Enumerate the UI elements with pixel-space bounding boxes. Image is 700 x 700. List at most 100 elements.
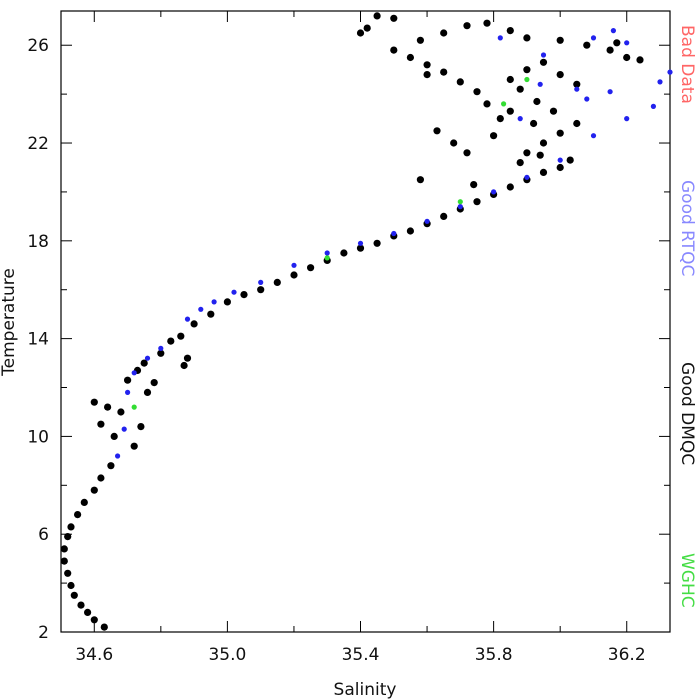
- point-good-dmqc: [473, 198, 481, 206]
- point-good-rtqc: [158, 345, 164, 351]
- point-good-dmqc: [456, 78, 464, 86]
- point-good-dmqc: [490, 132, 498, 140]
- y-tick-label: 18: [27, 232, 49, 252]
- point-good-dmqc: [240, 291, 248, 299]
- point-good-dmqc: [433, 127, 441, 135]
- point-good-dmqc: [257, 286, 265, 294]
- point-good-dmqc: [130, 442, 138, 450]
- point-good-dmqc: [90, 616, 98, 624]
- legend-bad-data: Bad Data: [677, 25, 697, 104]
- point-good-dmqc: [406, 53, 414, 62]
- point-good-dmqc: [390, 46, 398, 54]
- point-good-dmqc: [363, 24, 371, 32]
- point-good-dmqc: [573, 119, 581, 128]
- point-good-dmqc: [556, 129, 564, 137]
- point-good-dmqc: [423, 71, 431, 79]
- point-good-rtqc: [657, 79, 663, 85]
- point-good-dmqc: [556, 163, 564, 172]
- point-good-rtqc: [574, 86, 580, 92]
- point-good-rtqc: [231, 289, 237, 295]
- point-good-dmqc: [373, 12, 381, 20]
- point-good-dmqc: [530, 119, 538, 128]
- y-axis-title: Temperature: [0, 268, 19, 377]
- point-good-dmqc: [516, 85, 524, 93]
- point-good-rtqc: [121, 426, 127, 432]
- point-good-dmqc: [290, 271, 298, 279]
- point-good-dmqc: [110, 432, 118, 440]
- axis-ticks: [61, 11, 670, 633]
- point-good-rtqc: [391, 230, 397, 237]
- point-good-rtqc: [540, 52, 547, 58]
- point-good-dmqc: [506, 107, 514, 115]
- point-wghc: [324, 255, 330, 261]
- point-good-rtqc: [524, 174, 530, 180]
- point-good-rtqc: [607, 89, 613, 95]
- point-wghc: [524, 76, 530, 83]
- point-good-rtqc: [557, 157, 563, 163]
- x-tick-label: 36.2: [608, 645, 646, 665]
- point-good-rtqc: [584, 96, 590, 102]
- point-good-dmqc: [533, 97, 541, 106]
- point-good-dmqc: [523, 34, 531, 42]
- point-good-dmqc: [539, 168, 548, 176]
- point-good-dmqc: [416, 176, 424, 184]
- point-good-dmqc: [150, 379, 158, 387]
- point-good-dmqc: [80, 498, 88, 506]
- point-good-rtqc: [610, 28, 617, 34]
- point-good-rtqc: [184, 316, 191, 322]
- point-good-dmqc: [556, 71, 564, 79]
- point-good-rtqc: [590, 133, 597, 139]
- point-good-rtqc: [291, 262, 297, 268]
- point-good-rtqc: [497, 35, 503, 41]
- point-good-dmqc: [104, 403, 112, 411]
- point-wghc: [501, 101, 507, 107]
- point-good-dmqc: [167, 337, 175, 345]
- point-good-rtqc: [144, 355, 151, 361]
- point-good-dmqc: [583, 41, 591, 49]
- point-good-dmqc: [273, 278, 281, 286]
- point-good-dmqc: [483, 100, 491, 108]
- x-tick-label: 35.8: [475, 645, 513, 665]
- y-tick-label: 2: [38, 623, 49, 643]
- point-good-dmqc: [356, 244, 365, 252]
- point-good-rtqc: [125, 389, 131, 395]
- point-good-rtqc: [258, 279, 264, 285]
- point-good-rtqc: [131, 370, 137, 376]
- point-good-dmqc: [67, 581, 75, 590]
- point-good-dmqc: [636, 56, 644, 64]
- point-good-dmqc: [137, 423, 145, 431]
- point-good-dmqc: [450, 139, 458, 147]
- point-good-rtqc: [324, 250, 330, 256]
- point-good-dmqc: [463, 149, 471, 157]
- point-good-rtqc: [537, 81, 543, 87]
- point-good-rtqc: [457, 204, 463, 210]
- point-good-dmqc: [190, 320, 198, 328]
- point-good-dmqc: [566, 156, 574, 164]
- point-good-dmqc: [90, 486, 98, 494]
- point-good-dmqc: [223, 298, 231, 306]
- point-good-dmqc: [440, 68, 448, 76]
- point-good-dmqc: [90, 398, 98, 406]
- point-good-dmqc: [177, 332, 185, 340]
- point-good-rtqc: [424, 218, 430, 224]
- point-good-dmqc: [623, 53, 631, 62]
- x-tick-labels: 34.6 35.0 35.4 35.8 36.2: [75, 645, 645, 665]
- point-good-rtqc: [624, 40, 630, 46]
- y-tick-label: 6: [38, 525, 49, 545]
- point-good-dmqc: [606, 46, 614, 54]
- point-good-dmqc: [100, 623, 108, 631]
- point-good-dmqc: [64, 569, 72, 577]
- point-good-dmqc: [556, 36, 564, 44]
- point-good-dmqc: [440, 212, 448, 220]
- point-good-rtqc: [211, 299, 217, 305]
- point-good-dmqc: [74, 510, 82, 519]
- x-tick-label: 35.0: [208, 645, 246, 665]
- point-good-dmqc: [60, 545, 68, 553]
- point-good-dmqc: [70, 591, 78, 599]
- point-good-rtqc: [115, 453, 121, 459]
- point-good-dmqc: [340, 249, 348, 257]
- y-tick-label: 14: [27, 330, 49, 350]
- point-good-dmqc: [573, 80, 581, 88]
- point-good-dmqc: [473, 88, 481, 96]
